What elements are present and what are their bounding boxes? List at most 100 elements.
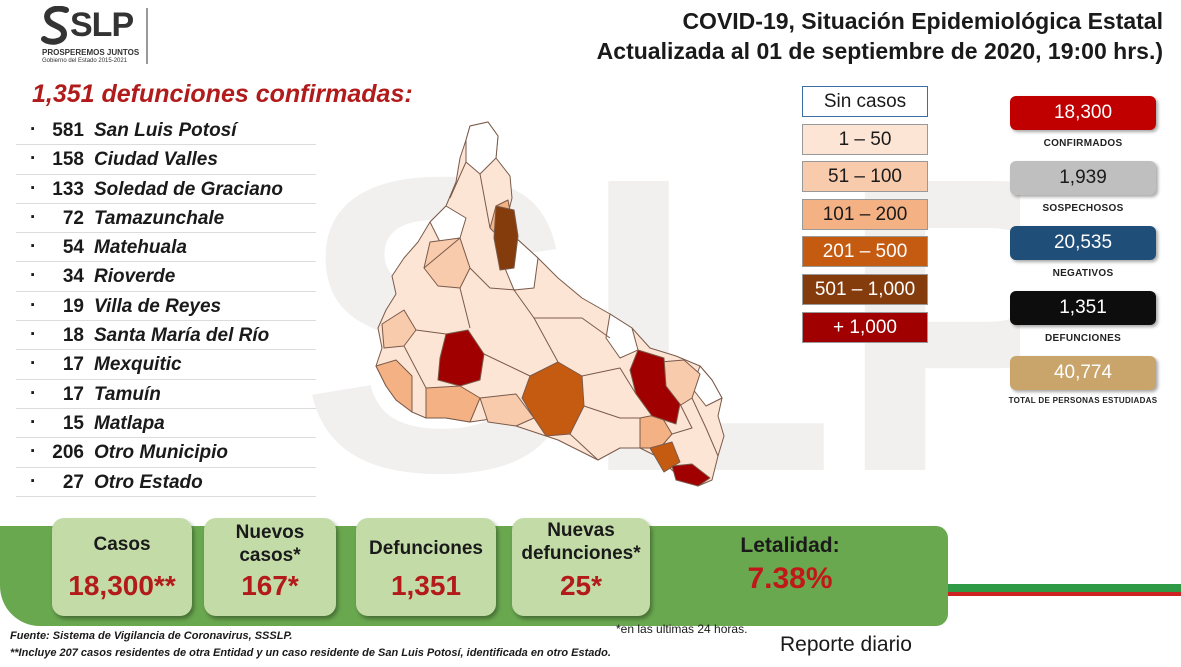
list-item: · 34 Rioverde [16, 262, 316, 292]
suspected-value: 1,939 [1010, 161, 1156, 195]
list-item: · 158 Ciudad Valles [16, 145, 316, 175]
death-count: 19 [62, 295, 84, 317]
municipality-death-list: · 581 San Luis Potosí · 158 Ciudad Valles · 1… [16, 116, 316, 497]
death-count: 17 [62, 354, 84, 376]
card-casos: Casos 18,300** [52, 518, 192, 616]
report-label: Reporte diario [780, 633, 912, 656]
death-count: 34 [62, 266, 84, 288]
card-nuevas-defunciones: Nuevas defunciones* 25* [512, 518, 650, 616]
death-count: 27 [62, 471, 84, 493]
letalidad-value: 7.38% [747, 562, 833, 595]
nuevas-defunciones-value: 25* [559, 570, 603, 601]
region-sin-casos [429, 205, 467, 243]
list-item: · 18 Santa María del Río [16, 321, 316, 351]
page-title: COVID-19, Situación Epidemiológica Estat… [682, 8, 1163, 34]
municipality-name: Ciudad Valles [94, 149, 218, 171]
casos-value: 18,300** [68, 570, 176, 601]
death-count: 581 [52, 120, 84, 141]
bullet: · [30, 353, 37, 375]
slp-logo: SLP PROSPEREMOS JUNTOS Gobierno del Esta… [40, 6, 160, 64]
bullet: · [30, 470, 37, 492]
municipality-name: Mexquitic [94, 354, 182, 376]
list-item: · 17 Mexquitic [16, 350, 316, 380]
confirmed-value: 18,300 [1010, 96, 1156, 130]
logo-government: Gobierno del Estado 2015-2021 [42, 58, 128, 64]
region-101-200 [375, 359, 413, 413]
bullet: · [30, 382, 37, 404]
nuevos-casos-value: 167* [241, 570, 299, 601]
municipality-name: Tamuín [94, 383, 161, 405]
municipal-borders [403, 161, 719, 461]
list-item: · 17 Tamuín [16, 380, 316, 409]
total-studied-label: TOTAL DE PERSONAS ESTUDIADAS [1008, 396, 1158, 405]
bullet: · [30, 265, 37, 287]
footnote: **Incluye 207 casos residentes de otra E… [10, 647, 611, 659]
logo-text: SLP [70, 6, 134, 44]
bullet: · [30, 177, 37, 199]
death-count: 18 [62, 325, 84, 347]
logo-motto: PROSPEREMOS JUNTOS [42, 48, 140, 57]
bullet: · [30, 411, 37, 433]
region-sin-casos [605, 313, 639, 359]
bullet: · [30, 148, 37, 170]
logo-divider [146, 8, 148, 64]
bullet: · [30, 294, 37, 316]
defunciones-label: Defunciones [368, 538, 484, 559]
municipality-name: San Luis Potosí [94, 120, 237, 141]
municipality-name: Otro Estado [94, 471, 203, 493]
region-51-100 [381, 309, 417, 349]
nuevos-casos-label-2: casos* [239, 545, 301, 566]
list-item: · 27 Otro Estado [16, 468, 316, 497]
last-24h-note: *en las ultimas 24 horas. [616, 622, 748, 636]
defunciones-value: 1,351 [390, 570, 462, 601]
bullet: · [30, 441, 37, 463]
municipality-name: Matehuala [94, 237, 187, 259]
region-501-1000 [493, 205, 519, 271]
region-201-500 [649, 441, 681, 473]
region-sin-casos [465, 121, 499, 175]
municipality-name: Santa María del Río [94, 325, 270, 347]
region-plus-1000 [629, 349, 681, 425]
deaths-heading: 1,351 defunciones confirmadas: [32, 80, 413, 108]
map-legend: Sin casos 1 – 50 51 – 100 101 – 200 201 … [802, 86, 928, 349]
death-count: 206 [52, 442, 84, 464]
stats-panel: 18,300 CONFIRMADOS 1,939 SOSPECHOSOS 20,… [1006, 96, 1160, 417]
municipality-name: Villa de Reyes [94, 295, 222, 317]
region-plus-1000 [671, 463, 711, 487]
bullet: · [30, 206, 37, 228]
bullet: · [30, 236, 37, 258]
bullet: · [30, 119, 37, 140]
municipality-name: Rioverde [94, 266, 176, 288]
casos-label: Casos [93, 534, 151, 555]
deaths-value: 1,351 [1010, 291, 1156, 325]
decorative-line-green [948, 584, 1181, 592]
death-count: 17 [62, 383, 84, 405]
list-item: · 19 Villa de Reyes [16, 292, 316, 322]
list-item: · 72 Tamazunchale [16, 204, 316, 234]
death-count: 158 [52, 149, 84, 171]
municipality-name: Matlapa [94, 412, 165, 434]
death-count: 133 [52, 178, 84, 200]
legend-item-1-50: 1 – 50 [802, 123, 928, 155]
bullet: · [30, 324, 37, 346]
region-51-100 [479, 393, 535, 427]
page-subtitle: Actualizada al 01 de septiembre de 2020,… [596, 38, 1163, 64]
region-plus-1000 [437, 329, 485, 387]
legend-item-plus-1000: + 1,000 [802, 311, 928, 343]
legend-item-201-500: 201 – 500 [802, 236, 928, 268]
slp-logo-mark-icon [41, 6, 69, 45]
municipality-name: Tamazunchale [94, 207, 225, 229]
legend-item-51-100: 51 – 100 [802, 161, 928, 193]
nuevos-casos-label-1: Nuevos [235, 522, 305, 543]
legend-item-sin-casos: Sin casos [802, 86, 928, 117]
legend-item-101-200: 101 – 200 [802, 198, 928, 230]
list-item: · 15 Matlapa [16, 409, 316, 439]
state-choropleth-map [375, 121, 725, 487]
nuevas-defunciones-label-1: Nuevas [547, 520, 615, 541]
death-count: 54 [62, 237, 84, 259]
list-item: · 54 Matehuala [16, 233, 316, 263]
list-item: · 581 San Luis Potosí [16, 116, 316, 146]
source-note: Fuente: Sistema de Vigilancia de Coronav… [10, 630, 293, 642]
nuevas-defunciones-label-2: defunciones* [521, 543, 641, 564]
letalidad-label: Letalidad: [740, 534, 840, 557]
